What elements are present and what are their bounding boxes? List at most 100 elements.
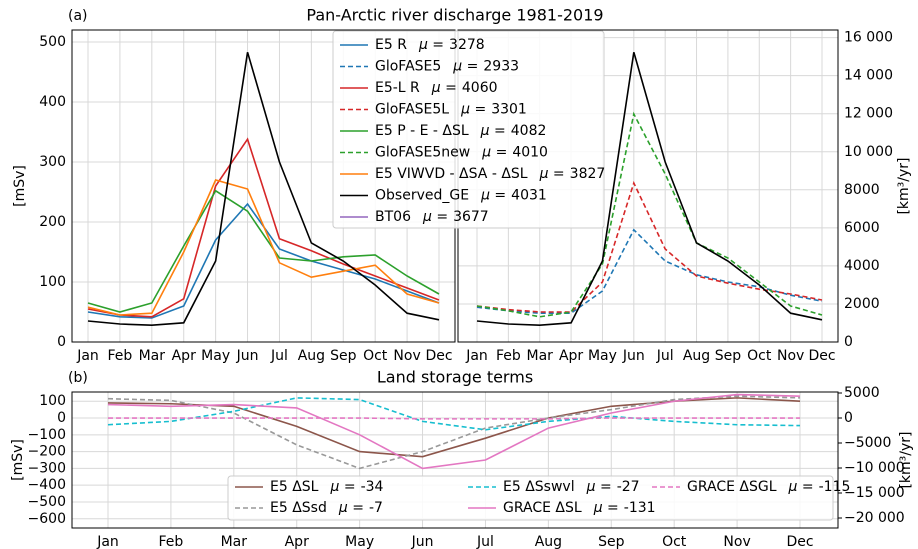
legend-mean: 4010 (512, 145, 548, 161)
series-line (107, 395, 801, 470)
x-tick-label: May (201, 348, 230, 364)
y-tick-label: 0 (57, 334, 66, 350)
legend-mean: 3301 (491, 102, 527, 118)
x-tick-label: Dec (786, 534, 813, 549)
legend-mean-symbol: μ = (452, 59, 478, 75)
series-line (107, 393, 801, 470)
legend-label: GloFASE5 (375, 59, 441, 75)
y2-axis-label: [km³/yr] (896, 157, 912, 214)
y2-tick-label: 8000 (844, 182, 880, 198)
x-tick-label: Jun (411, 534, 434, 549)
legend-mean: 3278 (449, 37, 485, 53)
y2-tick-label: 16 000 (844, 30, 893, 46)
legend-label: GRACE ΔSL (503, 500, 582, 516)
y-tick-label: 300 (39, 154, 66, 170)
x-tick-label: Jul (656, 348, 674, 364)
legend-box (227, 475, 834, 521)
legend-label: Observed_GE (375, 188, 469, 204)
legend-mean: -115 (819, 479, 851, 495)
chart-title: Land storage terms (377, 368, 533, 387)
legend-label: GRACE ΔSGL (687, 479, 777, 495)
series-line (108, 417, 800, 420)
y-tick-label: −500 (28, 494, 66, 510)
series-line (476, 228, 823, 314)
legend-mean-symbol: μ = (338, 500, 364, 516)
x-tick-label: Jan (465, 348, 488, 364)
legend-mean: -131 (624, 500, 656, 516)
legend-label: GloFASE5new (375, 145, 470, 161)
legend-mean: 4060 (462, 80, 498, 96)
x-tick-label: Nov (723, 534, 750, 549)
y2-tick-label: 14 000 (844, 68, 893, 84)
y-axis-label: [mSv] (12, 165, 28, 207)
legend-label: E5 ΔSL (270, 479, 319, 495)
legend-label: E5 ΔSswvl (503, 479, 575, 495)
x-tick-label: Apr (559, 348, 583, 364)
y2-tick-label: −20 000 (844, 510, 905, 526)
y2-tick-label: 0 (844, 334, 853, 350)
x-tick-label: Jun (236, 348, 259, 364)
series-line (107, 397, 801, 431)
legend-mean-symbol: μ = (418, 37, 444, 53)
legend-mean: 4031 (511, 188, 547, 204)
legend-label: E5 VIWVD - ΔSA - ΔSL (375, 166, 528, 182)
legend-mean: -27 (617, 479, 640, 495)
y-tick-label: −400 (28, 477, 66, 493)
x-tick-label: Aug (535, 534, 562, 549)
y-tick-label: 400 (39, 94, 66, 110)
y-tick-label: 100 (39, 274, 66, 290)
series-line (87, 179, 440, 316)
x-tick-label: May (345, 534, 374, 549)
legend-label: E5 P - E - ΔSL (375, 123, 469, 139)
series-line (87, 51, 440, 327)
legend-mean: 4082 (511, 123, 547, 139)
y2-tick-label: 5000 (844, 385, 880, 401)
y-tick-label: −200 (28, 444, 66, 460)
legend-mean-symbol: μ = (329, 479, 355, 495)
y-tick-label: 100 (39, 393, 66, 409)
legend-mean-symbol: μ = (480, 188, 506, 204)
x-tick-label: Nov (393, 348, 420, 364)
legend-mean-symbol: μ = (539, 166, 565, 182)
x-tick-label: Aug (683, 348, 710, 364)
x-tick-label: Mar (139, 348, 166, 364)
y2-tick-label: 0 (844, 410, 853, 426)
x-tick-label: Dec (808, 348, 835, 364)
y2-axis-label: [km³/yr] (898, 431, 914, 488)
legend-label: BT06 (375, 209, 411, 225)
x-tick-label: Sep (715, 348, 742, 364)
series-line (87, 189, 440, 313)
x-tick-label: Oct (747, 348, 772, 364)
x-tick-label: Jan (76, 348, 99, 364)
legend-mean-symbol: μ = (460, 102, 486, 118)
legend-mean-symbol: μ = (586, 479, 612, 495)
legend-mean: -7 (369, 500, 383, 516)
panel-label: (a) (68, 8, 88, 24)
legend-box (332, 30, 605, 229)
legend-mean-symbol: μ = (788, 479, 814, 495)
x-tick-label: May (588, 348, 617, 364)
y-tick-label: −600 (28, 511, 66, 527)
legend-mean: 3677 (453, 209, 489, 225)
y-axis-label: [mSv] (10, 439, 26, 481)
series-line (476, 111, 823, 318)
y2-tick-label: 12 000 (844, 106, 893, 122)
legend-mean-symbol: μ = (431, 80, 457, 96)
x-tick-label: Feb (496, 348, 521, 364)
legend-mean-symbol: μ = (481, 145, 507, 161)
y2-tick-label: 6000 (844, 220, 880, 236)
legend-label: E5 R (375, 37, 407, 53)
legend-label: GloFASE5L (375, 102, 449, 118)
x-tick-label: Feb (159, 534, 184, 549)
legend-mean: 3827 (570, 166, 606, 182)
series-line (87, 137, 440, 318)
x-tick-label: Sep (330, 348, 357, 364)
x-tick-label: Mar (527, 348, 554, 364)
x-tick-label: Feb (108, 348, 133, 364)
series-line (476, 51, 823, 327)
legend-mean: 2933 (483, 59, 519, 75)
y2-tick-label: 2000 (844, 296, 880, 312)
legend-mean: -34 (361, 479, 384, 495)
y2-tick-label: 4000 (844, 258, 880, 274)
